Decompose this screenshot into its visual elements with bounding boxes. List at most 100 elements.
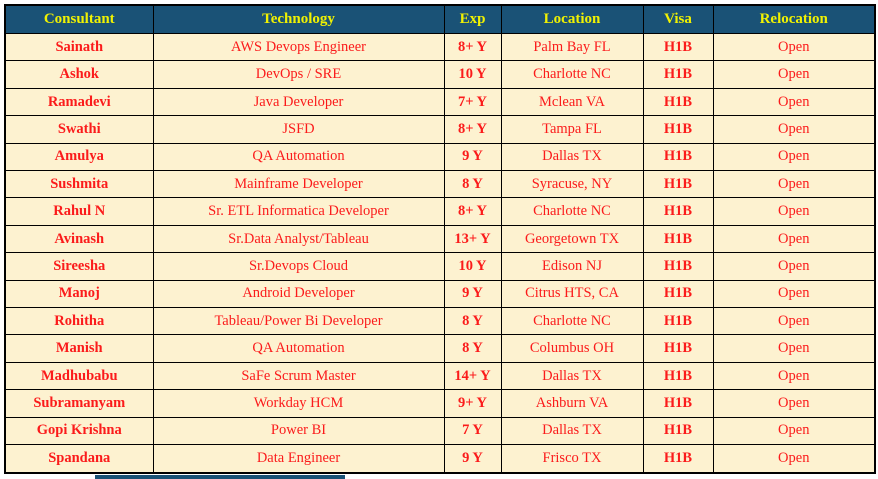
- table-row: Sushmita Mainframe Developer 8 Y Syracuse, …: [4, 170, 876, 199]
- column-header-location: Location: [500, 4, 644, 34]
- cell-relocation: Open: [712, 224, 876, 254]
- table-row: Swathi JSFD 8+ Y Tampa FL H1B Open: [4, 115, 876, 144]
- cell-visa: H1B: [642, 115, 714, 144]
- table-row: Spandana Data Engineer 9 Y Frisco TX H1B Open: [4, 444, 876, 474]
- cell-exp: 9 Y: [443, 444, 502, 474]
- cell-exp: 10 Y: [443, 60, 502, 89]
- cell-location: Tampa FL: [500, 115, 644, 144]
- cell-exp: 9 Y: [443, 142, 502, 172]
- table-row: Madhubabu SaFe Scrum Master 14+ Y Dallas TX…: [4, 361, 876, 391]
- cell-visa: H1B: [642, 224, 714, 254]
- table-body: Sainath AWS Devops Engineer 8+ Y Palm Bay F…: [4, 32, 876, 474]
- cell-technology: QA Automation: [152, 142, 445, 172]
- cell-exp: 10 Y: [443, 252, 502, 281]
- cell-visa: H1B: [642, 279, 714, 309]
- cell-visa: H1B: [642, 334, 714, 363]
- cell-consultant: Sainath: [4, 32, 154, 62]
- cell-consultant: Avinash: [4, 224, 154, 254]
- cell-exp: 13+ Y: [443, 224, 502, 254]
- cell-visa: H1B: [642, 307, 714, 336]
- cell-relocation: Open: [712, 115, 876, 144]
- cell-relocation: Open: [712, 389, 876, 418]
- table-row: Ramadevi Java Developer 7+ Y Mclean VA H1B Op…: [4, 87, 876, 117]
- table-row: Gopi Krishna Power BI 7 Y Dallas TX H1B Open: [4, 416, 876, 446]
- cell-location: Citrus HTS, CA: [500, 279, 644, 309]
- cell-location: Columbus OH: [500, 334, 644, 363]
- cell-exp: 8 Y: [443, 170, 502, 199]
- cell-consultant: Swathi: [4, 115, 154, 144]
- table-row: Amulya QA Automation 9 Y Dallas TX H1B Open: [4, 142, 876, 172]
- cell-visa: H1B: [642, 170, 714, 199]
- cell-visa: H1B: [642, 416, 714, 446]
- cell-visa: H1B: [642, 60, 714, 89]
- cell-location: Charlotte NC: [500, 60, 644, 89]
- column-header-relocation: Relocation: [712, 4, 876, 34]
- cell-relocation: Open: [712, 334, 876, 363]
- table-row: Subramanyam Workday HCM 9+ Y Ashburn VA H1B O…: [4, 389, 876, 418]
- cell-location: Georgetown TX: [500, 224, 644, 254]
- cell-relocation: Open: [712, 416, 876, 446]
- cell-relocation: Open: [712, 252, 876, 281]
- cell-consultant: Rahul N: [4, 197, 154, 226]
- cell-location: Mclean VA: [500, 87, 644, 117]
- cell-location: Syracuse, NY: [500, 170, 644, 199]
- cell-consultant: Spandana: [4, 444, 154, 474]
- cell-technology: JSFD: [152, 115, 445, 144]
- cell-exp: 7+ Y: [443, 87, 502, 117]
- cell-technology: Sr.Devops Cloud: [152, 252, 445, 281]
- consultant-hotlist-table: Consultant Technology Exp Location Visa …: [4, 4, 876, 474]
- column-header-exp: Exp: [443, 4, 502, 34]
- cell-technology: Android Developer: [152, 279, 445, 309]
- column-header-technology: Technology: [152, 4, 445, 34]
- cell-consultant: Sushmita: [4, 170, 154, 199]
- cell-relocation: Open: [712, 444, 876, 474]
- cell-consultant: Manish: [4, 334, 154, 363]
- column-header-consultant: Consultant: [4, 4, 154, 34]
- cell-technology: DevOps / SRE: [152, 60, 445, 89]
- cell-relocation: Open: [712, 307, 876, 336]
- cell-location: Palm Bay FL: [500, 32, 644, 62]
- cell-relocation: Open: [712, 87, 876, 117]
- cell-consultant: Gopi Krishna: [4, 416, 154, 446]
- cell-exp: 8 Y: [443, 334, 502, 363]
- cell-location: Dallas TX: [500, 416, 644, 446]
- cell-consultant: Ashok: [4, 60, 154, 89]
- cell-exp: 9 Y: [443, 279, 502, 309]
- cell-consultant: Subramanyam: [4, 389, 154, 418]
- cell-technology: QA Automation: [152, 334, 445, 363]
- table-row: Rohitha Tableau/Power Bi Developer 8 Y Char…: [4, 307, 876, 336]
- cell-technology: Sr. ETL Informatica Developer: [152, 197, 445, 226]
- cell-consultant: Ramadevi: [4, 87, 154, 117]
- cell-relocation: Open: [712, 361, 876, 391]
- cell-technology: AWS Devops Engineer: [152, 32, 445, 62]
- cell-visa: H1B: [642, 142, 714, 172]
- cell-exp: 7 Y: [443, 416, 502, 446]
- header-row: Consultant Technology Exp Location Visa …: [4, 4, 876, 34]
- column-header-visa: Visa: [642, 4, 714, 34]
- cell-consultant: Rohitha: [4, 307, 154, 336]
- cell-technology: Mainframe Developer: [152, 170, 445, 199]
- cell-location: Charlotte NC: [500, 307, 644, 336]
- cell-relocation: Open: [712, 142, 876, 172]
- table-row: Manoj Android Developer 9 Y Citrus HTS, CA H…: [4, 279, 876, 309]
- cell-location: Frisco TX: [500, 444, 644, 474]
- cell-location: Dallas TX: [500, 361, 644, 391]
- cell-visa: H1B: [642, 361, 714, 391]
- cell-exp: 8+ Y: [443, 115, 502, 144]
- cell-technology: SaFe Scrum Master: [152, 361, 445, 391]
- cell-relocation: Open: [712, 279, 876, 309]
- table-row: Rahul N Sr. ETL Informatica Developer 8+ Y…: [4, 197, 876, 226]
- cell-visa: H1B: [642, 32, 714, 62]
- cell-relocation: Open: [712, 32, 876, 62]
- cell-technology: Tableau/Power Bi Developer: [152, 307, 445, 336]
- table-row: Avinash Sr.Data Analyst/Tableau 13+ Y Georg…: [4, 224, 876, 254]
- cell-location: Dallas TX: [500, 142, 644, 172]
- cell-consultant: Amulya: [4, 142, 154, 172]
- partial-next-header-bar: [95, 475, 345, 479]
- cell-consultant: Manoj: [4, 279, 154, 309]
- cell-location: Ashburn VA: [500, 389, 644, 418]
- cell-location: Charlotte NC: [500, 197, 644, 226]
- cell-exp: 8+ Y: [443, 197, 502, 226]
- cell-visa: H1B: [642, 87, 714, 117]
